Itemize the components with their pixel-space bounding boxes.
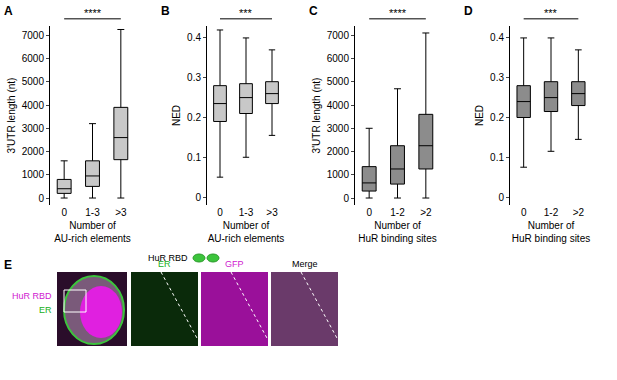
svg-text:6000: 6000 bbox=[327, 53, 350, 64]
svg-text:A: A bbox=[4, 4, 13, 18]
svg-text:0: 0 bbox=[61, 207, 67, 218]
svg-text:2000: 2000 bbox=[327, 146, 350, 157]
svg-text:7000: 7000 bbox=[22, 30, 45, 41]
svg-text:1000: 1000 bbox=[327, 169, 350, 180]
svg-text:****: **** bbox=[389, 7, 407, 19]
svg-text:ER: ER bbox=[39, 305, 52, 315]
svg-text:***: *** bbox=[544, 7, 558, 19]
svg-text:0: 0 bbox=[498, 192, 504, 203]
svg-text:***: *** bbox=[239, 7, 253, 19]
svg-text:0.2: 0.2 bbox=[490, 112, 504, 123]
svg-text:2000: 2000 bbox=[22, 146, 45, 157]
svg-text:C: C bbox=[309, 4, 318, 18]
svg-text:Number ofHuR binding sites: Number ofHuR binding sites bbox=[358, 220, 436, 244]
svg-text:0.1: 0.1 bbox=[490, 152, 504, 163]
svg-text:GFP: GFP bbox=[225, 259, 244, 269]
svg-text:Merge: Merge bbox=[292, 259, 318, 269]
svg-text:Number ofAU-rich elements: Number ofAU-rich elements bbox=[208, 220, 285, 244]
svg-text:Number ofHuR binding sites: Number ofHuR binding sites bbox=[512, 220, 590, 244]
svg-text:0.2: 0.2 bbox=[187, 112, 201, 123]
svg-text:3'UTR length (nt): 3'UTR length (nt) bbox=[6, 78, 17, 154]
svg-text:E: E bbox=[4, 258, 12, 272]
svg-text:HuR RBD: HuR RBD bbox=[12, 291, 52, 301]
svg-text:5000: 5000 bbox=[22, 76, 45, 87]
svg-text:4000: 4000 bbox=[327, 100, 350, 111]
svg-text:5000: 5000 bbox=[327, 76, 350, 87]
svg-text:1-3: 1-3 bbox=[85, 207, 100, 218]
svg-text:0: 0 bbox=[366, 207, 372, 218]
svg-text:0: 0 bbox=[195, 192, 201, 203]
svg-text:0.4: 0.4 bbox=[490, 32, 504, 43]
svg-text:D: D bbox=[464, 4, 473, 18]
svg-text:0.3: 0.3 bbox=[490, 72, 504, 83]
svg-text:ER: ER bbox=[158, 259, 171, 269]
svg-text:NED: NED bbox=[474, 105, 485, 126]
svg-text:B: B bbox=[161, 4, 170, 18]
svg-text:3000: 3000 bbox=[22, 123, 45, 134]
svg-text:1-2: 1-2 bbox=[390, 207, 405, 218]
svg-text:0.4: 0.4 bbox=[187, 32, 201, 43]
svg-text:HuR RBD: HuR RBD bbox=[148, 253, 188, 263]
svg-text:4000: 4000 bbox=[22, 100, 45, 111]
svg-text:6000: 6000 bbox=[22, 53, 45, 64]
svg-text:0: 0 bbox=[38, 193, 44, 204]
svg-text:Number ofAU-rich elements: Number ofAU-rich elements bbox=[54, 220, 131, 244]
svg-text:>3: >3 bbox=[266, 207, 278, 218]
svg-text:****: **** bbox=[84, 7, 102, 19]
svg-text:0.1: 0.1 bbox=[187, 152, 201, 163]
svg-text:1000: 1000 bbox=[22, 169, 45, 180]
svg-text:NED: NED bbox=[171, 105, 182, 126]
svg-text:3000: 3000 bbox=[327, 123, 350, 134]
svg-text:0.3: 0.3 bbox=[187, 72, 201, 83]
svg-text:3'UTR length (nt): 3'UTR length (nt) bbox=[311, 78, 322, 154]
svg-text:>2: >2 bbox=[573, 207, 585, 218]
svg-text:>3: >3 bbox=[115, 207, 127, 218]
svg-text:7000: 7000 bbox=[327, 30, 350, 41]
svg-text:>2: >2 bbox=[420, 207, 432, 218]
svg-text:1-3: 1-3 bbox=[239, 207, 254, 218]
svg-text:0: 0 bbox=[521, 207, 527, 218]
svg-text:0: 0 bbox=[217, 207, 223, 218]
svg-text:1-2: 1-2 bbox=[544, 207, 559, 218]
svg-text:0: 0 bbox=[343, 193, 349, 204]
